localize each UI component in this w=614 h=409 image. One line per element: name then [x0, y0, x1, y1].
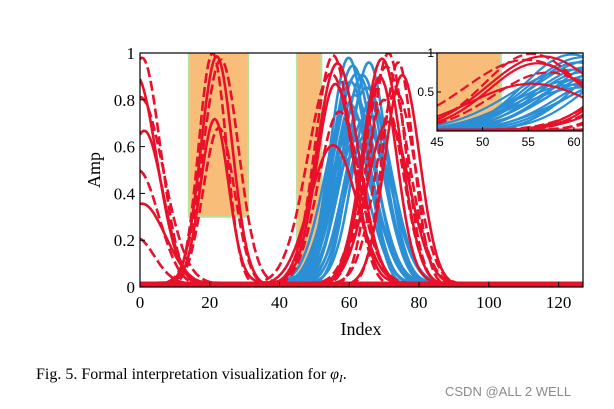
red-signal-line	[437, 62, 583, 124]
red-signal-line	[140, 75, 583, 285]
figure-caption: Fig. 5. Formal interpretation visualizat…	[36, 366, 347, 385]
y-tick-label: 0.6	[114, 138, 135, 157]
inset-x-tick-label: 55	[522, 135, 536, 149]
x-tick-label: 40	[271, 293, 288, 312]
caption-suffix: .	[342, 366, 347, 383]
y-tick-label: 0.2	[114, 231, 135, 250]
watermark: CSDN @ALL 2 WELL	[445, 384, 572, 399]
blue-signal-line	[140, 61, 583, 287]
inset-y-tick-label: 1	[427, 46, 434, 60]
inset-x-tick-label: 50	[476, 135, 490, 149]
inset-plot-area: 45 50 55 60 0.5 1	[417, 46, 584, 149]
y-tick-label: 0.4	[114, 184, 136, 203]
x-axis-label: Index	[341, 319, 382, 339]
x-tick-label: 0	[136, 293, 145, 312]
inset-y-tick-label: 0.5	[417, 85, 434, 99]
red-signal-line	[140, 126, 583, 287]
red-signal-line	[437, 58, 583, 107]
y-tick-label: 1	[127, 44, 136, 63]
blue-signal-line	[140, 93, 583, 287]
blue-signal-line	[437, 68, 583, 127]
inset-x-tick-label: 45	[430, 135, 444, 149]
x-tick-label: 60	[341, 293, 358, 312]
caption-symbol: φ	[330, 366, 340, 383]
inset-x-tick-label: 60	[567, 135, 581, 149]
main-axes-frame	[139, 52, 584, 288]
x-tick-label: 80	[411, 293, 428, 312]
caption-text: Fig. 5. Formal interpretation visualizat…	[36, 366, 327, 383]
red-signal-line	[437, 123, 583, 131]
red-signal-line	[437, 82, 583, 118]
blue-signal-line	[437, 78, 583, 129]
red-signal-line	[437, 71, 583, 125]
red-signal-line	[140, 98, 583, 287]
blue-signal-line	[437, 74, 583, 131]
red-signal-line	[140, 53, 583, 287]
main-plot-area: 0 20 40 60 80 100 120 0 0.2 0.4 0.6 0.8 1 Index Amp	[84, 44, 584, 339]
red-signal-line	[437, 53, 583, 121]
blue-signal-line	[140, 117, 583, 287]
red-signal-line	[140, 110, 583, 287]
x-tick-label: 20	[201, 293, 218, 312]
x-tick-label: 100	[476, 293, 502, 312]
red-signal-line	[140, 73, 583, 287]
y-axis-label: Amp	[84, 152, 104, 188]
x-tick-label: 120	[546, 293, 572, 312]
y-tick-label: 0.8	[114, 91, 135, 110]
red-signal-line	[140, 91, 583, 286]
y-tick-label: 0	[127, 278, 136, 297]
red-signal-line	[140, 53, 583, 287]
caption-subscript: I	[339, 373, 343, 385]
